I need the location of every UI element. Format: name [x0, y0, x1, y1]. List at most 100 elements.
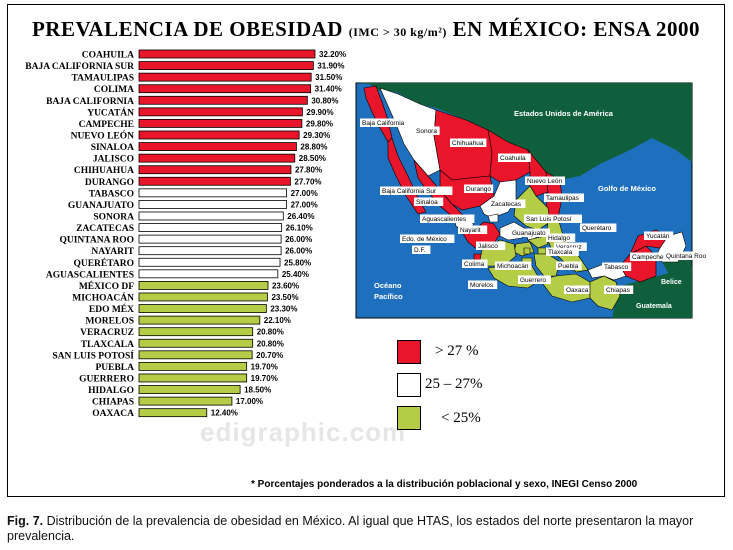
category-label: SINALOA	[91, 143, 134, 153]
map-label-bg	[524, 214, 582, 223]
map-label-bg	[546, 233, 576, 242]
category-label: TLAXCALA	[81, 340, 134, 350]
bar	[138, 269, 279, 279]
map-label-puebla: Puebla	[558, 263, 579, 270]
map-label-baja-california: Baja California	[362, 120, 405, 127]
category-label: DURANGO	[85, 178, 134, 188]
value-label: 32.20%	[319, 50, 346, 59]
bar	[138, 304, 267, 313]
legend-label-mid: 25 – 27%	[425, 376, 483, 392]
map-label-bg	[525, 176, 565, 185]
value-label: 28.80%	[300, 143, 327, 152]
bar	[138, 315, 261, 325]
map-label-bg	[458, 225, 488, 234]
map-label-bg	[462, 259, 488, 268]
map-label-bg	[544, 193, 584, 202]
map-label-nayarit: Nayarit	[460, 227, 481, 234]
bar	[138, 292, 268, 302]
map-label-bg	[476, 241, 506, 250]
map-label-bg	[630, 252, 663, 261]
legend-label-high: > 27 %	[435, 343, 479, 359]
map-label-guerrero: Guerrero	[520, 277, 546, 284]
map-label-ocean: Océano	[374, 281, 402, 290]
bar	[138, 257, 281, 267]
bar	[138, 280, 269, 290]
bar	[138, 361, 248, 371]
category-label: MICHOACÁN	[72, 291, 134, 303]
category-label: HIDALGO	[88, 386, 134, 396]
map-label-tlaxcala: Tlaxcala	[548, 249, 573, 256]
map-label-tabasco: Tabasco	[604, 264, 629, 271]
value-label: 27.80%	[295, 166, 322, 175]
legend-swatch-low	[397, 406, 421, 430]
map-label-michoacan: Michoacán	[497, 263, 529, 270]
bar	[138, 119, 303, 128]
bar	[138, 142, 297, 151]
bar	[138, 234, 282, 244]
map-label-yucatan: Yucatán	[646, 233, 670, 240]
map-label-sinaloa: Sinaloa	[416, 199, 438, 206]
title-tail: EN MÉXICO: ENSA 2000	[452, 17, 701, 41]
value-label: 30.80%	[311, 96, 338, 105]
map-label-bg	[604, 285, 634, 294]
mexico-map: Baja California Sonora Chihuahua Coahuila Nu…	[355, 82, 712, 319]
legend-swatch-high	[397, 340, 421, 364]
map-label-morelos: Morelos	[470, 282, 494, 289]
map-label-aguascalientes: Aguascalientes	[422, 216, 467, 223]
value-label: 23.50%	[271, 293, 298, 302]
category-label: EDO MÉX	[89, 303, 134, 315]
map-guatemala	[612, 268, 692, 318]
map-usa	[356, 83, 692, 180]
map-label-bg	[518, 275, 551, 284]
category-label: BAJA CALIFORNIA SUR	[25, 62, 134, 72]
map-label-nuevo-leon: Nuevo León	[527, 178, 562, 185]
value-label: 23.30%	[270, 305, 297, 314]
map-label-tamaulipas: Tamaulipas	[546, 195, 580, 202]
category-label: OAXACA	[92, 409, 134, 419]
value-label: 20.80%	[257, 328, 284, 337]
map-label-guatemala: Guatemala	[636, 303, 672, 310]
map-label-bg	[644, 231, 674, 240]
bar	[138, 373, 248, 383]
map-label-bg	[495, 261, 532, 270]
bar	[138, 385, 241, 394]
value-label: 27.00%	[291, 200, 318, 209]
category-label: NAYARIT	[91, 247, 134, 257]
bar	[138, 338, 254, 348]
map-label-bg	[400, 234, 455, 243]
bar	[138, 408, 208, 418]
map-label-bg	[556, 261, 582, 270]
map-label-belice: Belice	[661, 279, 682, 286]
map-label-bg	[510, 228, 550, 237]
category-label: MÉXICO DF	[79, 280, 134, 292]
value-label: 17.00%	[236, 397, 263, 406]
map-label-bg	[498, 153, 531, 162]
map-label-guanajuato: Guanajuato	[512, 230, 546, 237]
category-label: BAJA CALIFORNIA	[46, 97, 134, 107]
category-label: QUINTANA ROO	[59, 236, 134, 246]
bar	[138, 84, 312, 94]
map-label-coahuila: Coahuila	[500, 155, 526, 162]
map-label-bg	[664, 251, 712, 260]
legend-label-low: < 25%	[441, 410, 481, 426]
bar	[138, 223, 283, 232]
map-label-queretaro: Querétaro	[582, 225, 612, 232]
map-label-bg	[450, 138, 487, 147]
value-label: 26.00%	[285, 247, 312, 256]
category-label: TABASCO	[89, 189, 134, 199]
map-label-hidalgo: Hidalgo	[548, 235, 570, 242]
value-label: 26.00%	[285, 235, 312, 244]
bar	[138, 130, 300, 140]
value-label: 23.60%	[272, 281, 299, 290]
bar	[138, 61, 314, 70]
value-label: 31.40%	[315, 85, 342, 94]
figure-caption: Fig. 7. Distribución de la prevalencia d…	[7, 514, 727, 544]
bar	[138, 176, 291, 186]
title-main: PREVALENCIA DE OBESIDAD	[31, 17, 343, 41]
value-label: 12.40%	[211, 409, 238, 418]
bar	[138, 107, 303, 117]
map-label-bg	[554, 242, 587, 251]
category-label: JALISCO	[93, 155, 134, 165]
bar	[138, 327, 254, 337]
value-label: 26.10%	[286, 224, 313, 233]
